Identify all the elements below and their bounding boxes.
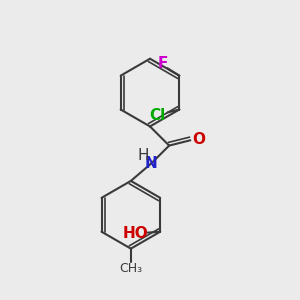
Text: CH₃: CH₃ — [119, 262, 142, 275]
Text: HO: HO — [122, 226, 148, 241]
Text: F: F — [158, 56, 168, 71]
Text: N: N — [145, 156, 157, 171]
Text: Cl: Cl — [149, 108, 165, 123]
Text: O: O — [193, 132, 206, 147]
Text: H: H — [137, 148, 149, 163]
